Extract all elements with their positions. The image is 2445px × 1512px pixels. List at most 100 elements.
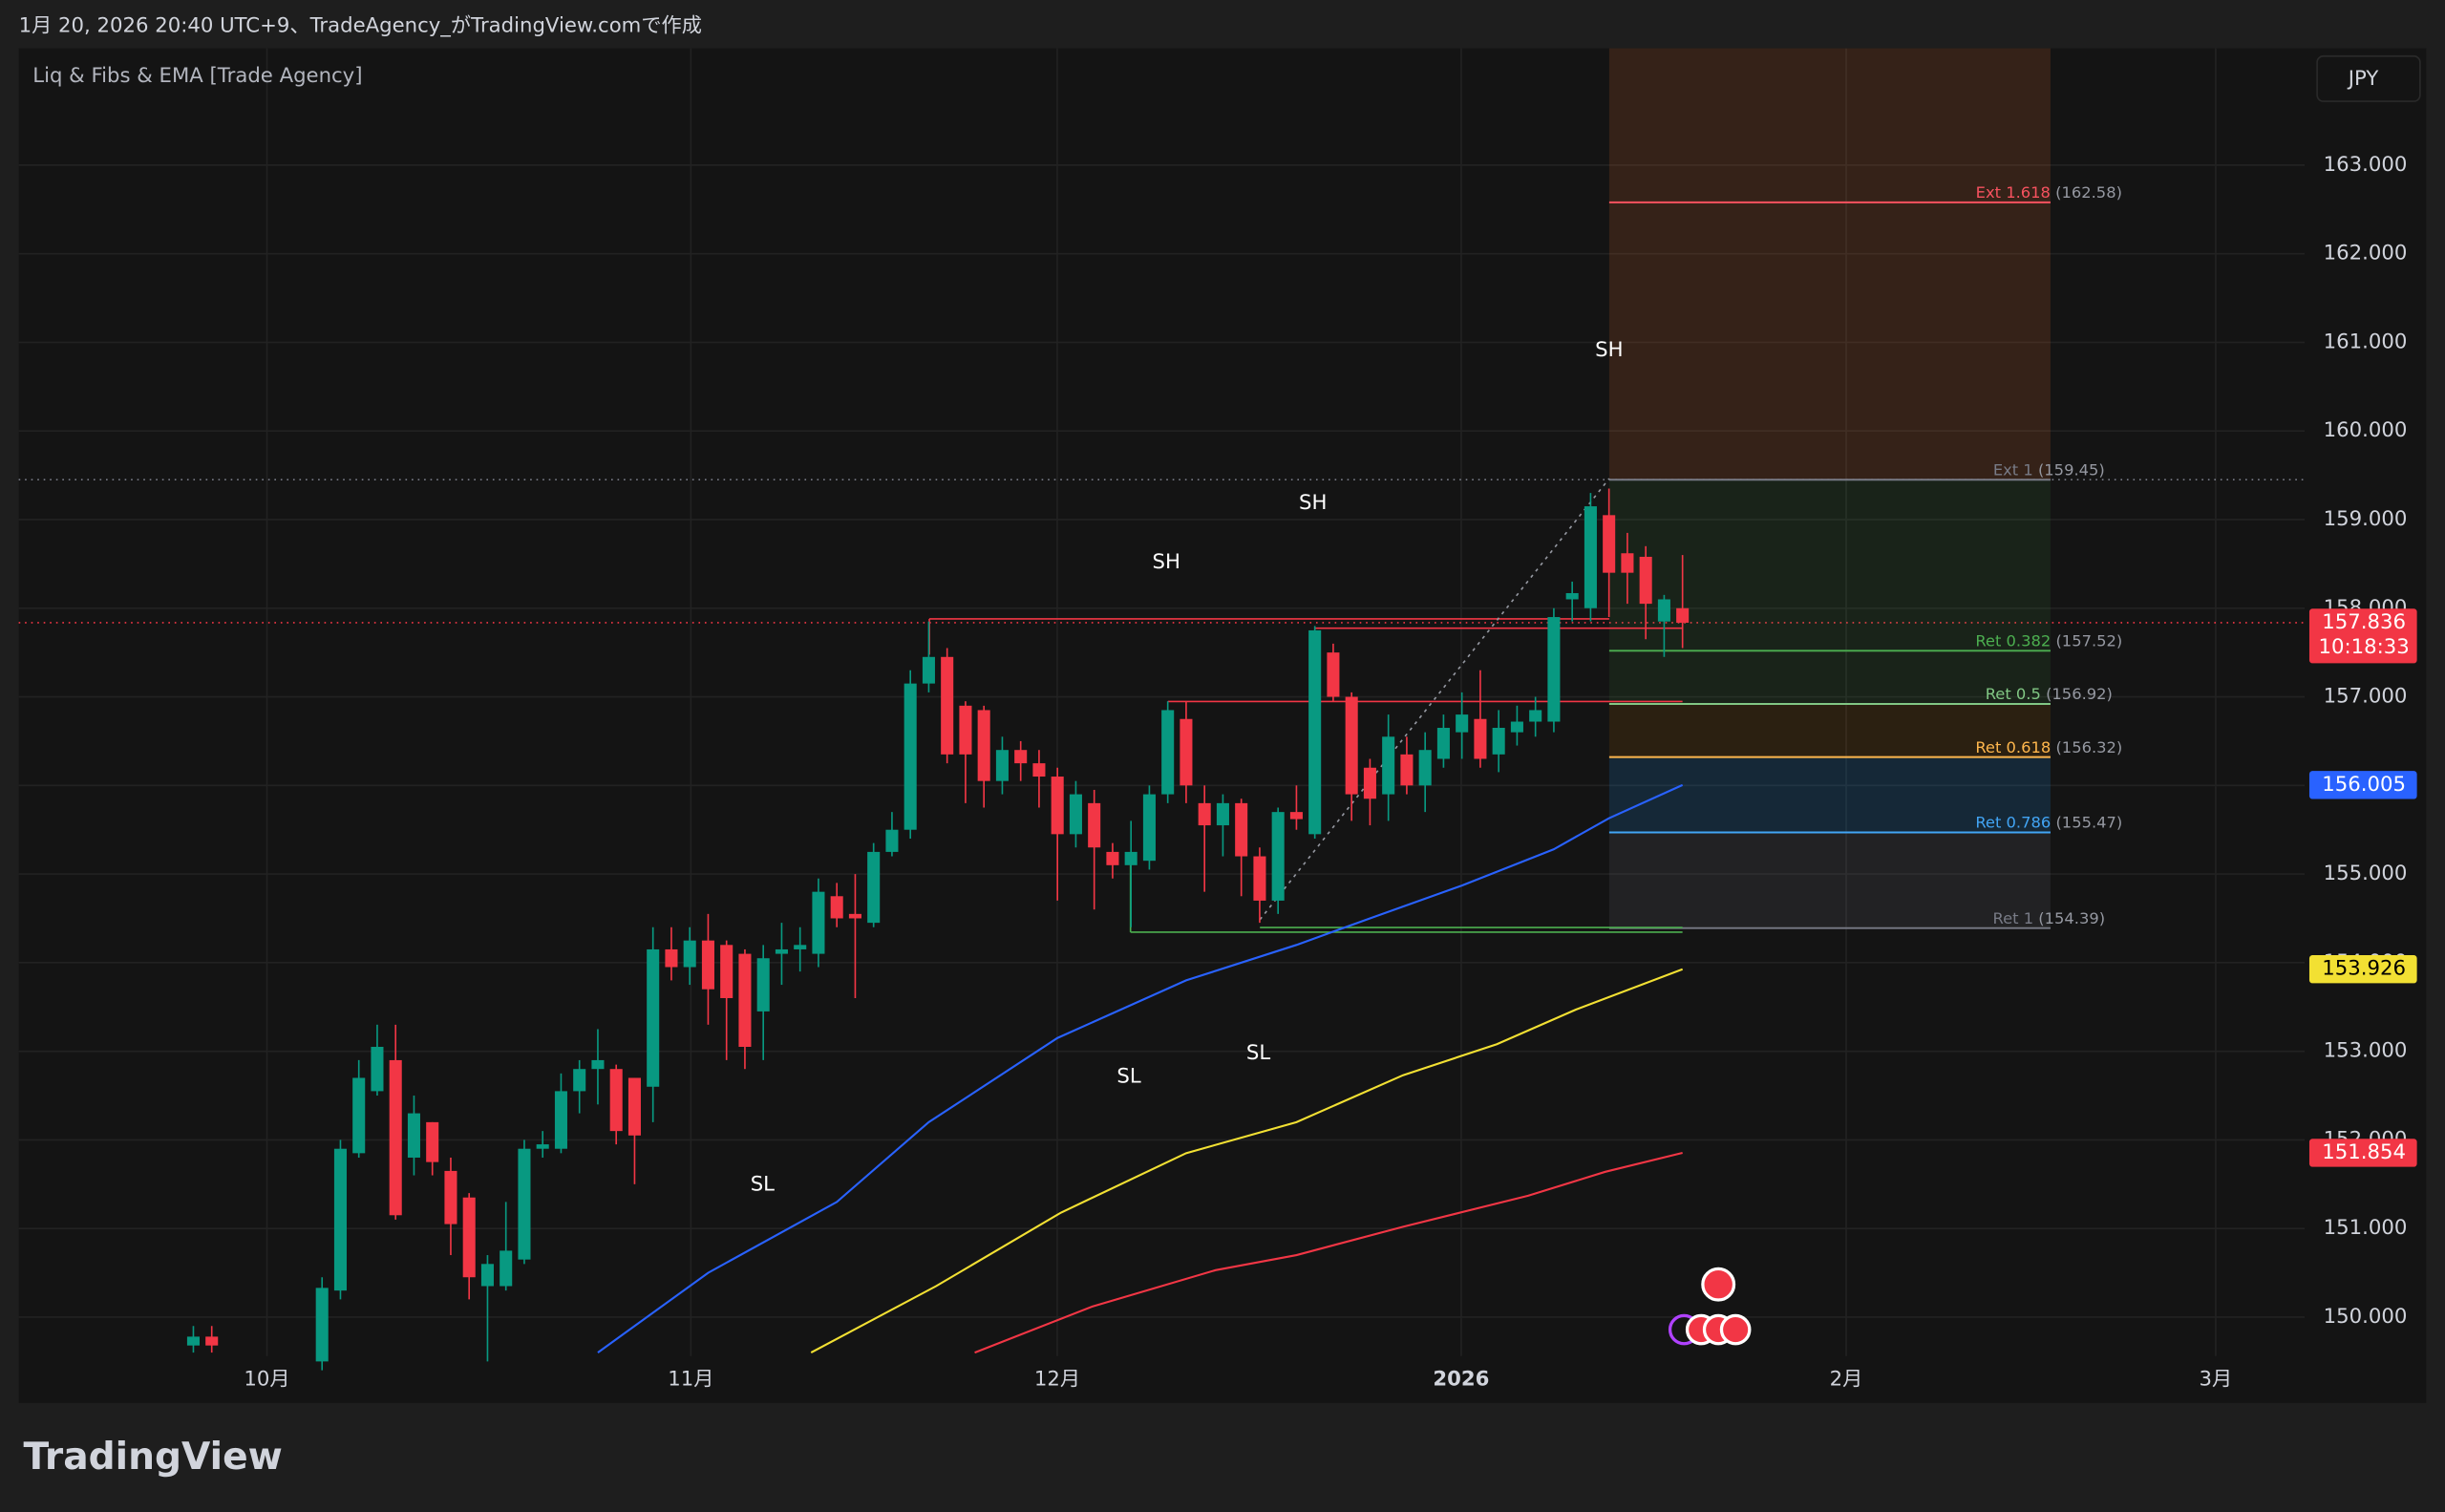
candle-body — [1289, 812, 1303, 820]
indicator-title: Liq & Fibs & EMA [Trade Agency] — [32, 64, 362, 88]
candle-body — [885, 829, 899, 852]
candle-body — [1456, 714, 1469, 733]
candle-body — [1014, 750, 1028, 764]
candle-body — [904, 683, 917, 830]
candle-body — [315, 1288, 329, 1362]
candle-body — [186, 1336, 200, 1346]
candle-body — [352, 1077, 366, 1154]
candle-body — [333, 1148, 347, 1291]
y-tick-label: 160.000 — [2324, 418, 2408, 442]
candle-body — [701, 940, 714, 990]
candle-body — [205, 1336, 219, 1346]
candle-body — [1657, 599, 1670, 622]
swing-label: SL — [1116, 1065, 1140, 1089]
candle-body — [738, 953, 752, 1048]
candle-body — [1565, 592, 1579, 600]
candle-body — [1474, 718, 1487, 759]
fib-value: (159.45) — [2038, 460, 2105, 479]
price-axis — [2305, 48, 2427, 1356]
fib-label: Ret 1 (154.39) — [1992, 908, 2105, 926]
candle-body — [1032, 763, 1046, 777]
y-tick-label: 150.000 — [2324, 1305, 2408, 1329]
candle-body — [1142, 794, 1156, 862]
candle-body — [1180, 718, 1193, 786]
fib-zone — [1608, 832, 2051, 928]
fib-label: Ret 0.382 (157.52) — [1975, 631, 2122, 650]
overlays — [928, 478, 1683, 933]
fib-value: (155.47) — [2055, 813, 2122, 831]
fib-name: Ext 1.618 — [1976, 183, 2051, 202]
fib-name: Ret 0.382 — [1975, 631, 2051, 650]
y-tick-label: 155.000 — [2324, 862, 2408, 885]
candle-body — [1492, 728, 1505, 755]
candle-body — [959, 705, 972, 755]
fib-value: (162.58) — [2055, 183, 2122, 202]
candle-body — [1400, 754, 1414, 786]
candle-body — [775, 948, 788, 954]
y-tick-label: 159.000 — [2324, 507, 2408, 531]
candle-body — [977, 710, 990, 781]
candle-body — [518, 1148, 531, 1260]
swing-label: SH — [1299, 491, 1327, 515]
y-tick-label: 151.000 — [2324, 1216, 2408, 1240]
x-tick-label: 12月 — [1034, 1367, 1080, 1391]
fib-zone — [1608, 479, 2051, 704]
candle-body — [1216, 802, 1229, 826]
currency: JPY — [2347, 67, 2379, 91]
countdown: 10:18:33 — [2318, 635, 2409, 659]
swing-label: SL — [1246, 1041, 1270, 1065]
event-icon — [1719, 1313, 1752, 1346]
candle-body — [407, 1113, 420, 1158]
fib-value: (154.39) — [2038, 908, 2105, 926]
candle-body — [756, 958, 770, 1012]
candle-body — [1345, 696, 1358, 795]
fib-name: Ext 1 — [1993, 460, 2033, 479]
candle-body — [665, 948, 678, 968]
fib-zone — [1608, 48, 2051, 480]
candle-body — [627, 1077, 641, 1136]
currency-button[interactable] — [2316, 54, 2421, 102]
candle-body — [1106, 851, 1119, 865]
fib-zone — [1608, 756, 2051, 833]
candle-body — [371, 1047, 384, 1092]
y-tick-label: 162.000 — [2324, 242, 2408, 266]
caption: 1月 20, 2026 20:40 UTC+9、TradeAgency_がTra… — [19, 14, 702, 38]
candle-body — [1676, 607, 1690, 623]
x-tick-label: 3月 — [2200, 1367, 2233, 1391]
candle-body — [1639, 556, 1652, 605]
candle-body — [554, 1091, 567, 1149]
candle-body — [591, 1059, 605, 1070]
candles — [186, 488, 1690, 1371]
candle-body — [1308, 629, 1322, 835]
fib-value: (156.32) — [2055, 737, 2122, 756]
event-icons — [1668, 1267, 1752, 1346]
ema-line — [974, 1151, 1683, 1354]
fib-name: Ret 1 — [1992, 908, 2033, 926]
ema-line — [597, 783, 1684, 1353]
candle-body — [1088, 802, 1101, 848]
logo: TradingView — [23, 1436, 282, 1479]
candle-body — [1235, 802, 1248, 857]
candle-body — [995, 750, 1009, 781]
candle-body — [1621, 553, 1634, 573]
candle-body — [1069, 794, 1082, 835]
candle-body — [1327, 652, 1340, 697]
swing-label: SH — [1595, 338, 1623, 362]
fib-name: Ret 0.618 — [1975, 737, 2051, 756]
candle-body — [1124, 851, 1137, 865]
candle-body — [462, 1197, 476, 1278]
candle-body — [720, 945, 734, 998]
x-tick-label: 10月 — [244, 1367, 289, 1391]
candle-body — [1363, 767, 1376, 799]
fib-zone — [1608, 703, 2051, 757]
candle-body — [867, 851, 881, 924]
candle-body — [812, 891, 825, 954]
candle-body — [1529, 710, 1542, 722]
price-tag-label: 151.854 — [2322, 1140, 2406, 1164]
candle-body — [848, 913, 861, 919]
x-tick-label: 2月 — [1830, 1367, 1863, 1391]
fib-anchor-line — [1259, 478, 1610, 921]
